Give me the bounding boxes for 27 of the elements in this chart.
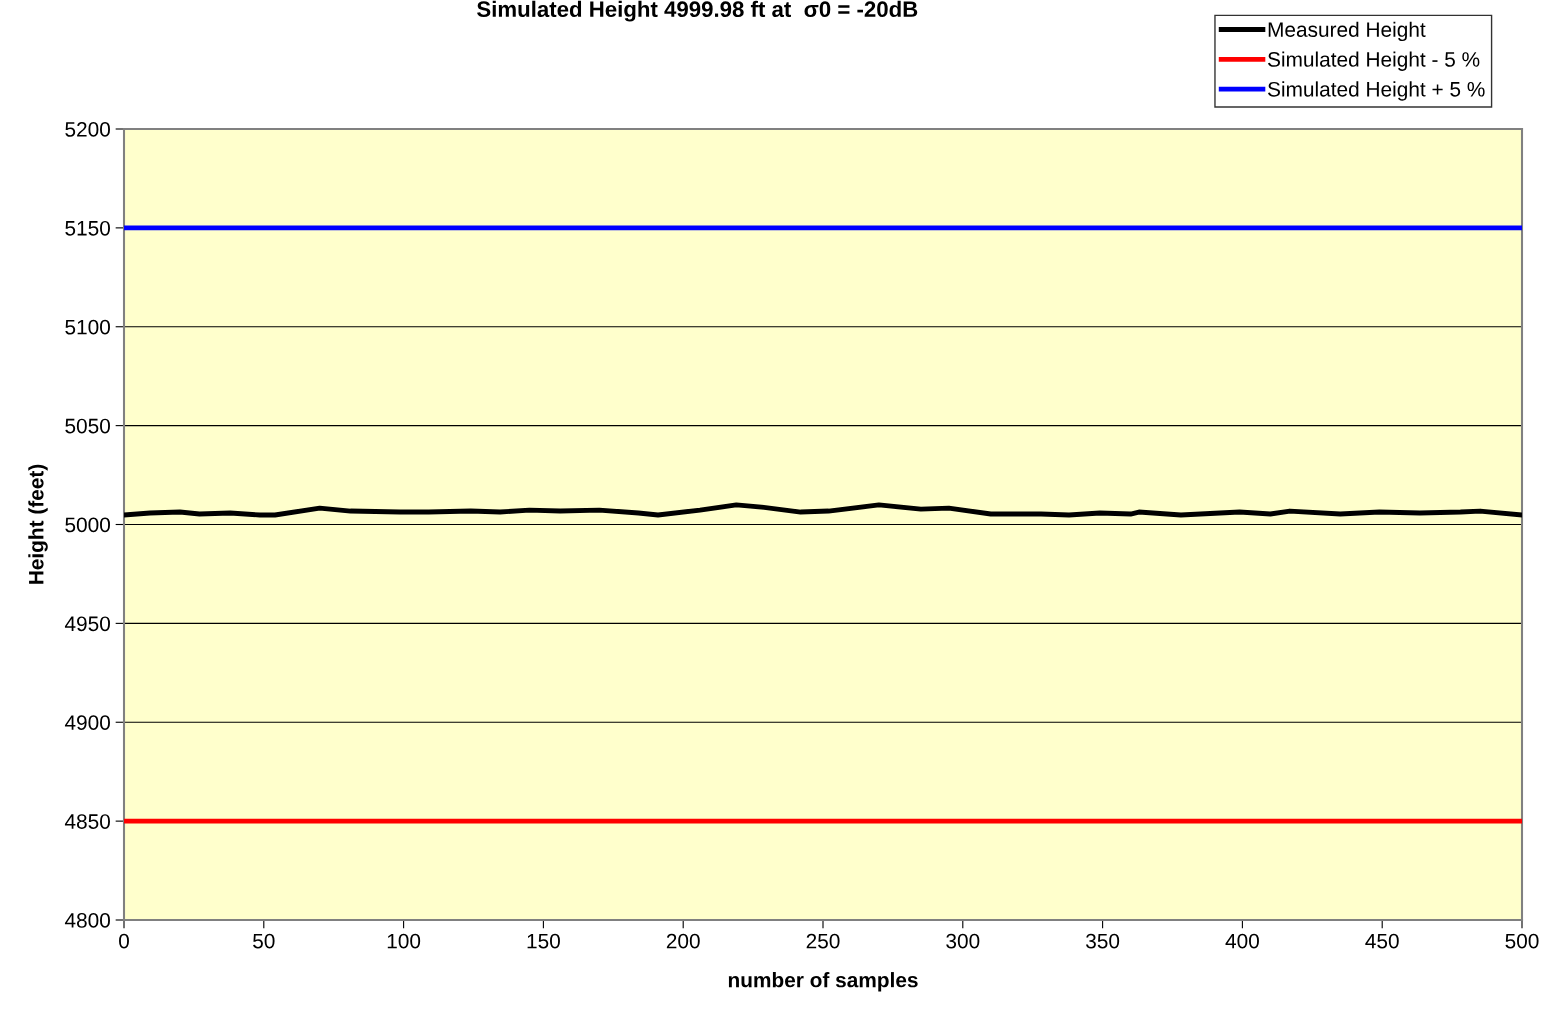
y-tick-label: 5200 [65, 122, 110, 137]
x-tick-label: 400 [1225, 933, 1259, 949]
x-tick-label: 300 [946, 933, 980, 949]
y-tick-label: 5000 [65, 517, 110, 533]
x-tick-label: 0 [119, 933, 129, 949]
x-tick-label: 350 [1086, 933, 1120, 949]
y-tick-label: 4850 [64, 814, 110, 829]
y-axis-title: Height (feet) [28, 464, 48, 584]
x-tick-label: 500 [1505, 933, 1539, 949]
x-tick-label: 450 [1365, 933, 1399, 949]
y-tick-label: 5100 [65, 319, 110, 335]
x-tick-label: 200 [666, 933, 700, 949]
legend-label: Simulated Height - 5 % [1268, 51, 1480, 71]
x-tick-label: 150 [527, 933, 560, 949]
legend-label: Simulated Height + 5 % [1268, 81, 1485, 101]
line-series [124, 502, 1522, 518]
y-tick-label: 5050 [65, 418, 110, 434]
y-tick-label: 5150 [65, 220, 110, 236]
y-tick-label: 4900 [64, 715, 110, 730]
x-axis-title: number of samples [728, 972, 918, 992]
legend-label: Measured Height [1268, 21, 1426, 42]
x-tick-label: 250 [806, 933, 840, 949]
y-tick-label: 4950 [64, 616, 110, 632]
chart-title: Simulated Height 4999.98 ft at σ0 = -20dB [477, 0, 918, 22]
x-tick-label: 100 [387, 933, 421, 949]
y-tick-label: 4800 [64, 913, 110, 928]
x-tick-label: 50 [253, 933, 275, 949]
